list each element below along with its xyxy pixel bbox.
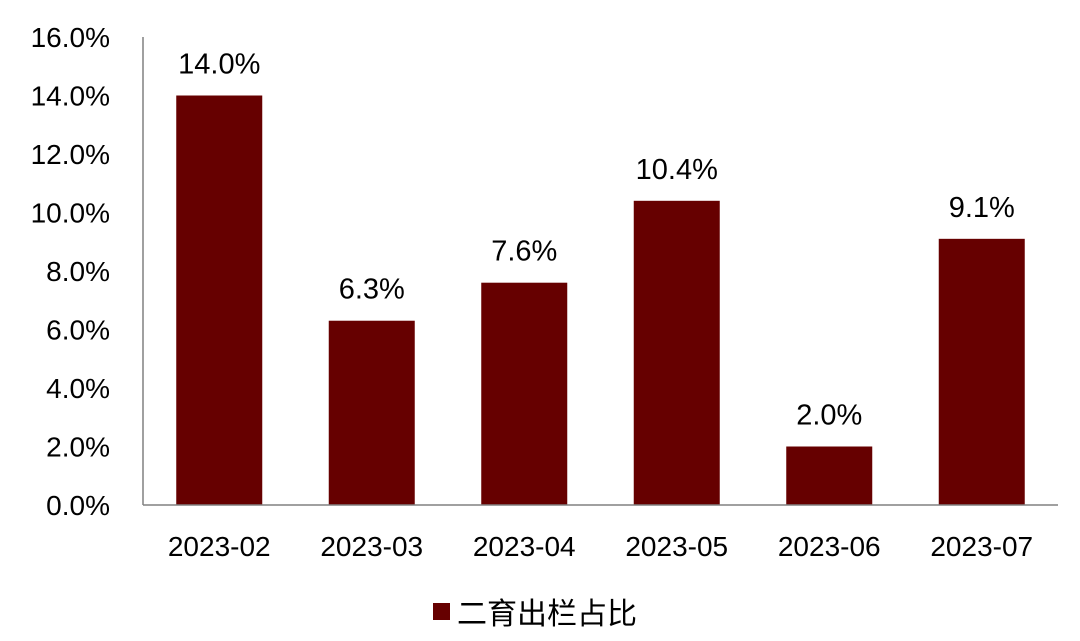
y-tick-label: 6.0% <box>46 315 110 346</box>
legend-swatch <box>433 603 450 620</box>
bar-value-label: 14.0% <box>178 49 260 81</box>
bar <box>938 238 1025 505</box>
x-tick-label: 2023-07 <box>930 531 1033 562</box>
x-tick-label: 2023-03 <box>320 531 423 562</box>
y-tick-label: 14.0% <box>31 81 110 112</box>
y-tick-label: 4.0% <box>46 373 110 404</box>
x-tick-label: 2023-05 <box>625 531 728 562</box>
bar <box>786 446 873 505</box>
bar-value-label: 7.6% <box>491 236 557 268</box>
bar-value-label: 6.3% <box>339 274 405 306</box>
y-axis-ticks: 0.0% 2.0% 4.0% 6.0% 8.0% 10.0% 12.0% 14.0% 16.0% <box>31 22 110 521</box>
x-axis-ticks: 2023-02 2023-03 2023-04 2023-05 2023-06 2023-… <box>168 531 1033 562</box>
y-tick-label: 16.0% <box>31 22 110 53</box>
legend: 二育出栏占比 <box>433 597 637 632</box>
bars <box>176 95 1025 506</box>
bar <box>328 320 415 505</box>
bar <box>633 200 720 506</box>
x-tick-label: 2023-06 <box>778 531 881 562</box>
y-tick-label: 10.0% <box>31 198 110 229</box>
legend-label: 二育出栏占比 <box>457 597 637 632</box>
y-tick-label: 0.0% <box>46 490 110 521</box>
y-tick-label: 8.0% <box>46 256 110 287</box>
data-labels: 14.0% 6.3% 7.6% 10.4% 2.0% 9.1% <box>178 49 1015 432</box>
bar <box>176 95 263 505</box>
x-tick-label: 2023-02 <box>168 531 271 562</box>
y-tick-label: 2.0% <box>46 432 110 463</box>
x-tick-label: 2023-04 <box>473 531 576 562</box>
bar <box>481 282 568 505</box>
y-tick-label: 12.0% <box>31 139 110 170</box>
bar-value-label: 10.4% <box>636 154 718 186</box>
bar-value-label: 9.1% <box>949 192 1015 224</box>
axes <box>142 37 1058 506</box>
bar-value-label: 2.0% <box>796 400 862 432</box>
